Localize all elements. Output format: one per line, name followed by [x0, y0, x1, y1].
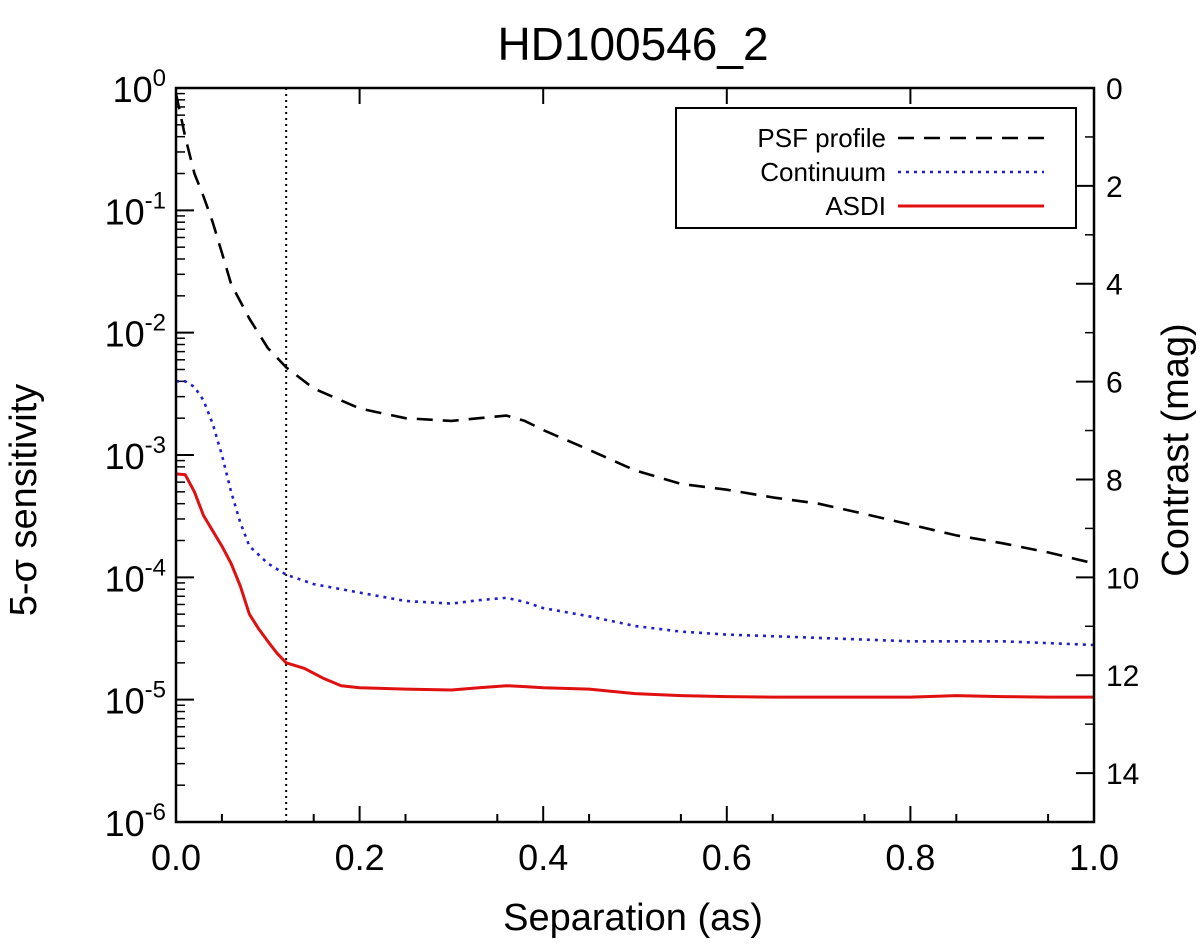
- y-tick-label: 10-5: [105, 677, 166, 722]
- y-tick-label: 10-6: [105, 799, 166, 844]
- legend-label: Continuum: [760, 157, 886, 187]
- legend-box: [675, 107, 1077, 229]
- y2-tick-label: 4: [1106, 269, 1123, 302]
- y-tick-label: 100: [113, 65, 166, 110]
- y2-tick-label: 2: [1106, 171, 1123, 204]
- x-tick-label: 0.8: [885, 837, 935, 878]
- series-line-continuum: [176, 379, 1095, 647]
- y-tick-label: 10-2: [105, 310, 166, 355]
- x-axis-title: Separation (as): [503, 897, 763, 939]
- x-tick-label: 0.4: [518, 837, 568, 878]
- series-line-psf-profile: [174, 93, 1095, 565]
- y2-tick-label: 8: [1106, 464, 1123, 497]
- y2-tick-label: 10: [1106, 562, 1139, 595]
- series-line-asdi: [175, 472, 1094, 699]
- y2-tick-label: 14: [1106, 758, 1139, 791]
- x-tick-label: 0.2: [335, 837, 385, 878]
- x-tick-label: 1.0: [1069, 837, 1119, 878]
- y2-tick-label: 12: [1106, 660, 1139, 693]
- y-tick-label: 10-1: [105, 187, 166, 232]
- y-tick-label: 10-4: [105, 554, 166, 599]
- y2-axis-title: Contrast (mag): [1155, 323, 1197, 576]
- y-axis-title: 5-σ sensitivity: [3, 384, 45, 617]
- legend-label: ASDI: [825, 191, 886, 221]
- x-tick-label: 0.6: [702, 837, 752, 878]
- chart-title: HD100546_2: [497, 18, 768, 70]
- y2-tick-label: 0: [1106, 73, 1123, 106]
- y-tick-label: 10-3: [105, 432, 166, 477]
- x-tick-label: 0.0: [151, 837, 201, 878]
- plot-frame: [174, 86, 1096, 824]
- y2-tick-label: 6: [1106, 367, 1123, 400]
- legend-label: PSF profile: [757, 123, 886, 153]
